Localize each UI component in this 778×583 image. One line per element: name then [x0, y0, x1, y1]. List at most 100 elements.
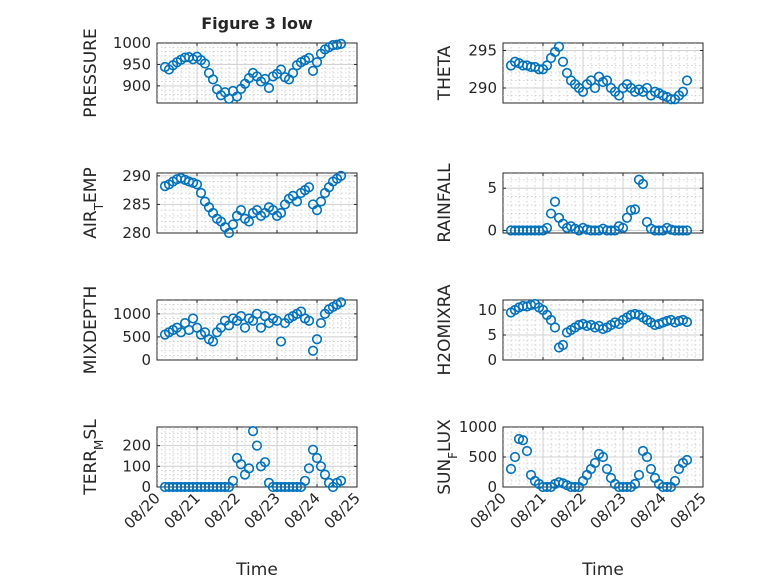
data-point-rainfall-10 — [545, 208, 557, 219]
y-tick-label-theta-1: 295 — [468, 42, 497, 60]
y-tick-label-terr_msl-1: 100 — [122, 457, 151, 475]
data-point-pressure-43 — [331, 39, 343, 50]
data-point-air_temp-9 — [195, 187, 207, 199]
y-tick-label-terr_msl-2: 200 — [122, 437, 151, 455]
data-point-pressure-32 — [287, 67, 299, 79]
data-point-theta-13 — [557, 56, 569, 67]
data-point-mixdepth-39 — [315, 317, 327, 329]
data-point-terr_msl-33 — [291, 481, 303, 493]
data-point-theta-7 — [533, 64, 545, 75]
data-point-air_temp-36 — [303, 182, 315, 193]
data-point-pressure-44 — [335, 38, 347, 49]
data-point-terr_msl-15 — [219, 481, 231, 493]
data-point-sun_flux-4 — [521, 445, 533, 457]
y-axis-label-h2omixra: H2OMIXRA — [435, 284, 455, 375]
data-point-air_temp-19 — [235, 205, 247, 216]
data-point-terr_msl-17 — [227, 475, 239, 486]
y-axis-label-theta: THETA — [435, 45, 455, 101]
data-point-pressure-12 — [207, 74, 219, 85]
data-point-pressure-37 — [307, 65, 319, 76]
y-tick-label-rainfall-1: 5 — [487, 179, 497, 197]
y-axis-label-pressure: PRESSURE — [81, 28, 101, 117]
data-point-theta-43 — [677, 86, 689, 97]
data-point-mixdepth-12 — [207, 336, 219, 347]
y-tick-label-h2omixra-2: 10 — [478, 301, 497, 319]
y-tick-label-sun_flux-0: 0 — [487, 478, 497, 496]
data-point-terr_msl-38 — [311, 452, 323, 464]
data-point-terr_msl-23 — [251, 440, 263, 451]
y-axis-label-terr_msl: TERRMSL — [81, 419, 106, 496]
data-point-sun_flux-3 — [517, 435, 529, 446]
data-point-sun_flux-41 — [669, 475, 681, 487]
data-point-mixdepth-7 — [187, 313, 199, 324]
data-point-terr_msl-25 — [259, 457, 271, 468]
data-point-h2omixra-10 — [545, 314, 557, 326]
data-point-rainfall-11 — [549, 196, 561, 207]
panel-rainfall: 0 5 RAINFALL — [435, 163, 704, 243]
data-point-rainfall-44 — [681, 225, 693, 236]
panel-theta: 290 295 THETA — [435, 42, 704, 105]
y-tick-label-theta-0: 290 — [468, 79, 497, 97]
y-tick-label-rainfall-0: 0 — [487, 221, 497, 239]
y-tick-label-mixdepth-0: 0 — [141, 351, 151, 369]
data-point-mixdepth-37 — [307, 345, 319, 356]
data-point-theta-24 — [601, 75, 613, 86]
data-point-terr_msl-22 — [247, 426, 259, 437]
data-point-sun_flux-32 — [633, 469, 645, 481]
data-point-theta-40 — [665, 94, 677, 105]
x-axis-label-left: Time — [235, 560, 278, 580]
data-point-terr_msl-19 — [235, 459, 247, 470]
y-tick-label-pressure-0: 900 — [122, 77, 151, 95]
data-point-terr_msl-36 — [303, 463, 315, 474]
figure-title: Figure 3 low — [201, 14, 313, 33]
y-tick-label-h2omixra-0: 0 — [487, 351, 497, 369]
x-tick-label-1-2: 08/22 — [547, 489, 590, 532]
x-tick-label-0-5: 08/25 — [321, 489, 364, 532]
y-tick-label-sun_flux-1: 500 — [468, 448, 497, 466]
data-point-rainfall-25 — [605, 225, 617, 236]
data-point-air_temp-21 — [243, 216, 255, 227]
data-point-terr_msl-35 — [299, 475, 311, 486]
x-tick-label-1-5: 08/25 — [667, 489, 710, 532]
data-point-h2omixra-44 — [681, 316, 693, 328]
data-point-pressure-10 — [199, 58, 211, 69]
x-tick-label-0-2: 08/22 — [201, 489, 244, 532]
data-point-terr_msl-37 — [307, 444, 319, 455]
panel-pressure: 900 950 1000 PRESSURE — [81, 28, 358, 118]
y-tick-label-pressure-2: 1000 — [113, 34, 151, 52]
data-point-air_temp-17 — [227, 219, 239, 230]
panel-h2omixra: 0 5 10 H2OMIXRA — [435, 284, 704, 376]
plot-area-rainfall — [502, 172, 704, 234]
y-tick-label-mixdepth-1: 500 — [122, 328, 151, 346]
y-tick-label-terr_msl-0: 0 — [141, 478, 151, 496]
x-axis-label-right: Time — [581, 560, 624, 580]
data-point-sun_flux-44 — [681, 454, 693, 466]
y-tick-label-pressure-1: 950 — [122, 55, 151, 73]
data-point-air_temp-29 — [275, 207, 287, 219]
data-point-theta-21 — [589, 82, 601, 94]
data-point-sun_flux-21 — [589, 457, 601, 469]
data-point-sun_flux-34 — [641, 451, 653, 463]
data-point-theta-18 — [577, 86, 589, 97]
y-axis-label-mixdepth: MIXDEPTH — [81, 286, 101, 375]
data-point-terr_msl-39 — [315, 461, 327, 472]
data-point-pressure-38 — [311, 57, 323, 68]
y-tick-label-sun_flux-2: 1000 — [459, 418, 497, 436]
data-point-air_temp-16 — [223, 227, 235, 239]
y-axis-label-rainfall: RAINFALL — [435, 163, 455, 243]
data-point-sun_flux-39 — [661, 481, 673, 493]
data-point-rainfall-28 — [617, 222, 629, 234]
x-tick-label-1-3: 08/23 — [587, 489, 630, 532]
data-point-mixdepth-20 — [239, 322, 251, 333]
y-axis-label-air_temp: AIRTEMP — [81, 167, 106, 238]
data-point-air_temp-39 — [315, 196, 327, 207]
data-point-theta-20 — [585, 75, 597, 86]
data-point-rainfall-33 — [637, 178, 649, 190]
data-point-sun_flux-24 — [601, 463, 613, 475]
panel-terr_msl: 0100200TERRMSL08/2008/2108/2208/2308/240… — [81, 419, 364, 533]
x-tick-label-0-3: 08/23 — [241, 489, 284, 532]
data-point-theta-27 — [613, 90, 625, 101]
y-tick-label-mixdepth-2: 1000 — [113, 305, 151, 323]
